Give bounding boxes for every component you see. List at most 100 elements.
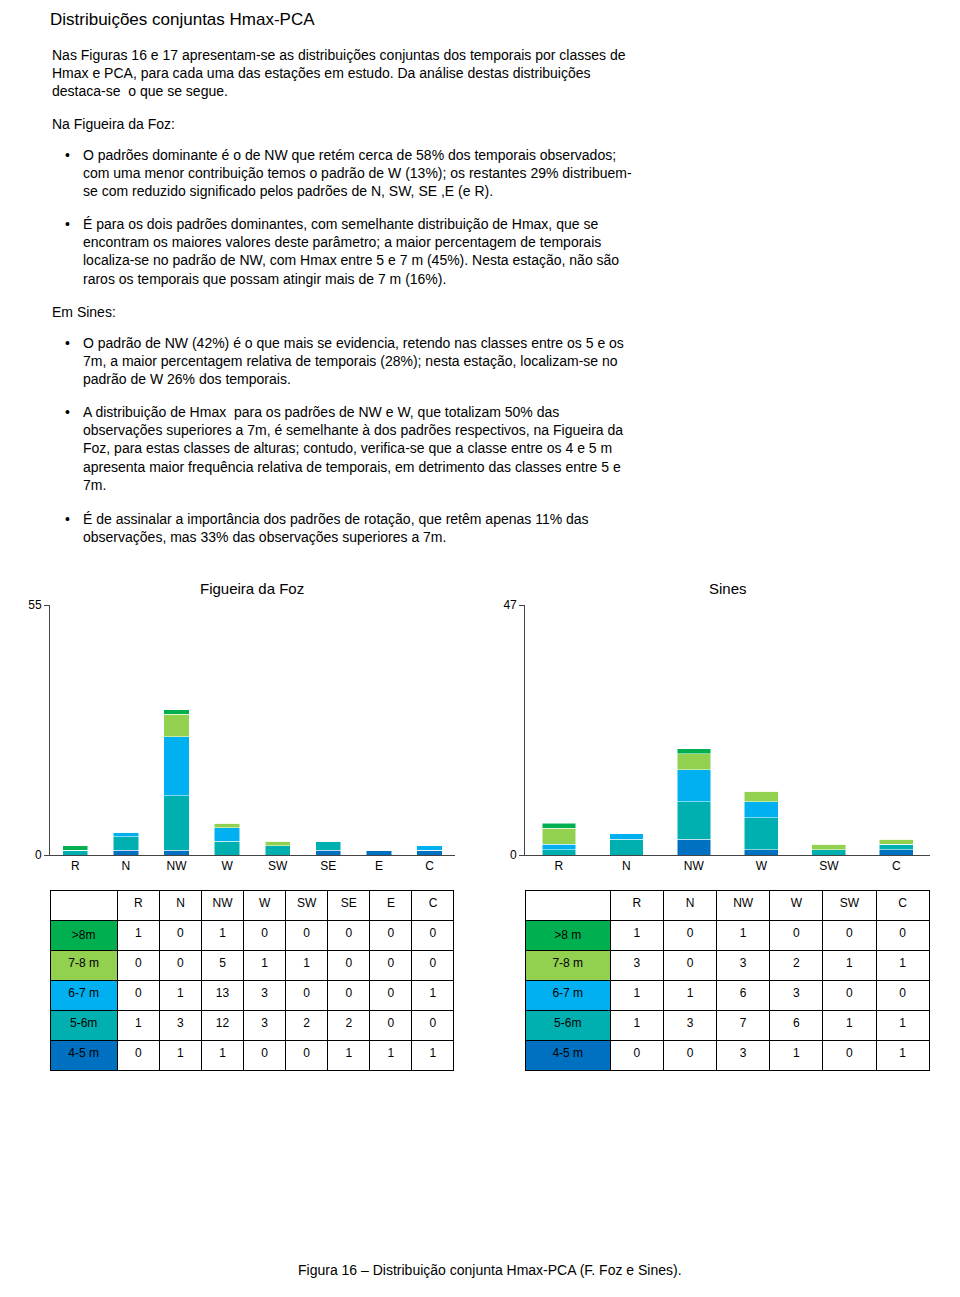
- svg-text:1: 1: [633, 926, 640, 940]
- svg-text:3: 3: [177, 1016, 184, 1030]
- svg-text:W: W: [791, 896, 803, 910]
- svg-text:N: N: [622, 859, 631, 873]
- svg-text:Em Sines:: Em Sines:: [52, 304, 116, 320]
- svg-text:1: 1: [633, 1016, 640, 1030]
- svg-text:6-7 m: 6-7 m: [552, 986, 583, 1000]
- svg-text:R: R: [71, 859, 80, 873]
- svg-text:SW: SW: [268, 859, 288, 873]
- svg-text:•: •: [65, 511, 70, 527]
- svg-text:R: R: [134, 896, 143, 910]
- svg-text:0: 0: [261, 926, 268, 940]
- svg-text:1: 1: [219, 1046, 226, 1060]
- svg-text:•: •: [65, 404, 70, 420]
- svg-text:3: 3: [793, 986, 800, 1000]
- svg-text:0: 0: [177, 926, 184, 940]
- svg-text:SW: SW: [297, 896, 317, 910]
- svg-text:W: W: [756, 859, 768, 873]
- svg-text:7-8 m: 7-8 m: [552, 956, 583, 970]
- svg-text:É de assinalar a importância d: É de assinalar a importância dos padrões…: [83, 511, 589, 545]
- svg-text:1: 1: [899, 956, 906, 970]
- svg-text:4-5 m: 4-5 m: [68, 1046, 99, 1060]
- svg-text:0: 0: [388, 986, 395, 1000]
- svg-text:1: 1: [135, 1016, 142, 1030]
- svg-text:1: 1: [740, 926, 747, 940]
- svg-text:NW: NW: [213, 896, 234, 910]
- svg-text:1: 1: [899, 1046, 906, 1060]
- svg-text:E: E: [375, 859, 383, 873]
- svg-text:0: 0: [430, 926, 437, 940]
- svg-text:0: 0: [135, 986, 142, 1000]
- svg-text:3: 3: [687, 1016, 694, 1030]
- svg-text:C: C: [898, 896, 907, 910]
- svg-text:0: 0: [35, 848, 42, 862]
- svg-text:O padrões dominante é o de NW: O padrões dominante é o de NW que retém …: [83, 147, 632, 199]
- svg-text:0: 0: [261, 1046, 268, 1060]
- svg-text:0: 0: [633, 1046, 640, 1060]
- svg-text:1: 1: [303, 956, 310, 970]
- svg-text:3: 3: [740, 1046, 747, 1060]
- svg-text:É para os dois padrões dominan: É para os dois padrões dominantes, com s…: [83, 216, 619, 287]
- svg-text:NW: NW: [167, 859, 188, 873]
- svg-text:0: 0: [846, 986, 853, 1000]
- svg-text:0: 0: [303, 986, 310, 1000]
- svg-text:•: •: [65, 335, 70, 351]
- svg-text:0: 0: [846, 1046, 853, 1060]
- svg-text:Nas Figuras 16 e 17 apresentam: Nas Figuras 16 e 17 apresentam-se as dis…: [52, 47, 626, 99]
- svg-text:N: N: [122, 859, 131, 873]
- svg-text:0: 0: [388, 956, 395, 970]
- svg-text:13: 13: [216, 986, 230, 1000]
- svg-text:SW: SW: [840, 896, 860, 910]
- svg-text:Figueira da Foz: Figueira da Foz: [200, 580, 304, 597]
- svg-text:3: 3: [261, 986, 268, 1000]
- svg-text:0: 0: [345, 986, 352, 1000]
- svg-text:R: R: [555, 859, 564, 873]
- svg-text:0: 0: [899, 926, 906, 940]
- svg-text:1: 1: [430, 1046, 437, 1060]
- svg-text:3: 3: [740, 956, 747, 970]
- svg-text:0: 0: [793, 926, 800, 940]
- svg-text:NW: NW: [684, 859, 705, 873]
- svg-text:5: 5: [219, 956, 226, 970]
- svg-text:0: 0: [846, 926, 853, 940]
- svg-text:1: 1: [846, 956, 853, 970]
- svg-text:6-7 m: 6-7 m: [68, 986, 99, 1000]
- svg-text:1: 1: [430, 986, 437, 1000]
- svg-text:0: 0: [430, 956, 437, 970]
- svg-text:A distribuição de Hmax para o: A distribuição de Hmax para os padrões d…: [83, 404, 623, 493]
- svg-text:1: 1: [261, 956, 268, 970]
- svg-text:47: 47: [503, 598, 517, 612]
- svg-text:>8 m: >8 m: [554, 928, 581, 942]
- svg-text:SE: SE: [320, 859, 336, 873]
- svg-text:5-6m: 5-6m: [70, 1016, 97, 1030]
- svg-text:E: E: [387, 896, 395, 910]
- svg-text:1: 1: [135, 926, 142, 940]
- svg-text:0: 0: [430, 1016, 437, 1030]
- svg-text:SW: SW: [819, 859, 839, 873]
- svg-text:0: 0: [510, 848, 517, 862]
- svg-text:0: 0: [899, 986, 906, 1000]
- svg-text:SE: SE: [341, 896, 357, 910]
- svg-text:0: 0: [303, 1046, 310, 1060]
- svg-text:O padrão de NW (42%) é o que m: O padrão de NW (42%) é o que mais se evi…: [83, 335, 624, 387]
- svg-text:3: 3: [261, 1016, 268, 1030]
- svg-text:R: R: [632, 896, 641, 910]
- svg-text:>8m: >8m: [72, 928, 96, 942]
- svg-text:7-8 m: 7-8 m: [68, 956, 99, 970]
- svg-text:1: 1: [633, 986, 640, 1000]
- svg-text:0: 0: [135, 1046, 142, 1060]
- svg-text:2: 2: [303, 1016, 310, 1030]
- svg-text:4-5 m: 4-5 m: [552, 1046, 583, 1060]
- svg-text:0: 0: [687, 956, 694, 970]
- svg-text:0: 0: [388, 1016, 395, 1030]
- svg-text:5-6m: 5-6m: [554, 1016, 581, 1030]
- svg-text:6: 6: [793, 1016, 800, 1030]
- svg-text:N: N: [686, 896, 695, 910]
- svg-text:1: 1: [177, 986, 184, 1000]
- svg-text:12: 12: [216, 1016, 230, 1030]
- svg-text:Figura 16 – Distribuição conju: Figura 16 – Distribuição conjunta Hmax-P…: [298, 1262, 682, 1278]
- svg-text:C: C: [429, 896, 438, 910]
- svg-text:1: 1: [345, 1046, 352, 1060]
- svg-text:2: 2: [793, 956, 800, 970]
- svg-text:Na Figueira da Foz:: Na Figueira da Foz:: [52, 116, 175, 132]
- svg-text:N: N: [176, 896, 185, 910]
